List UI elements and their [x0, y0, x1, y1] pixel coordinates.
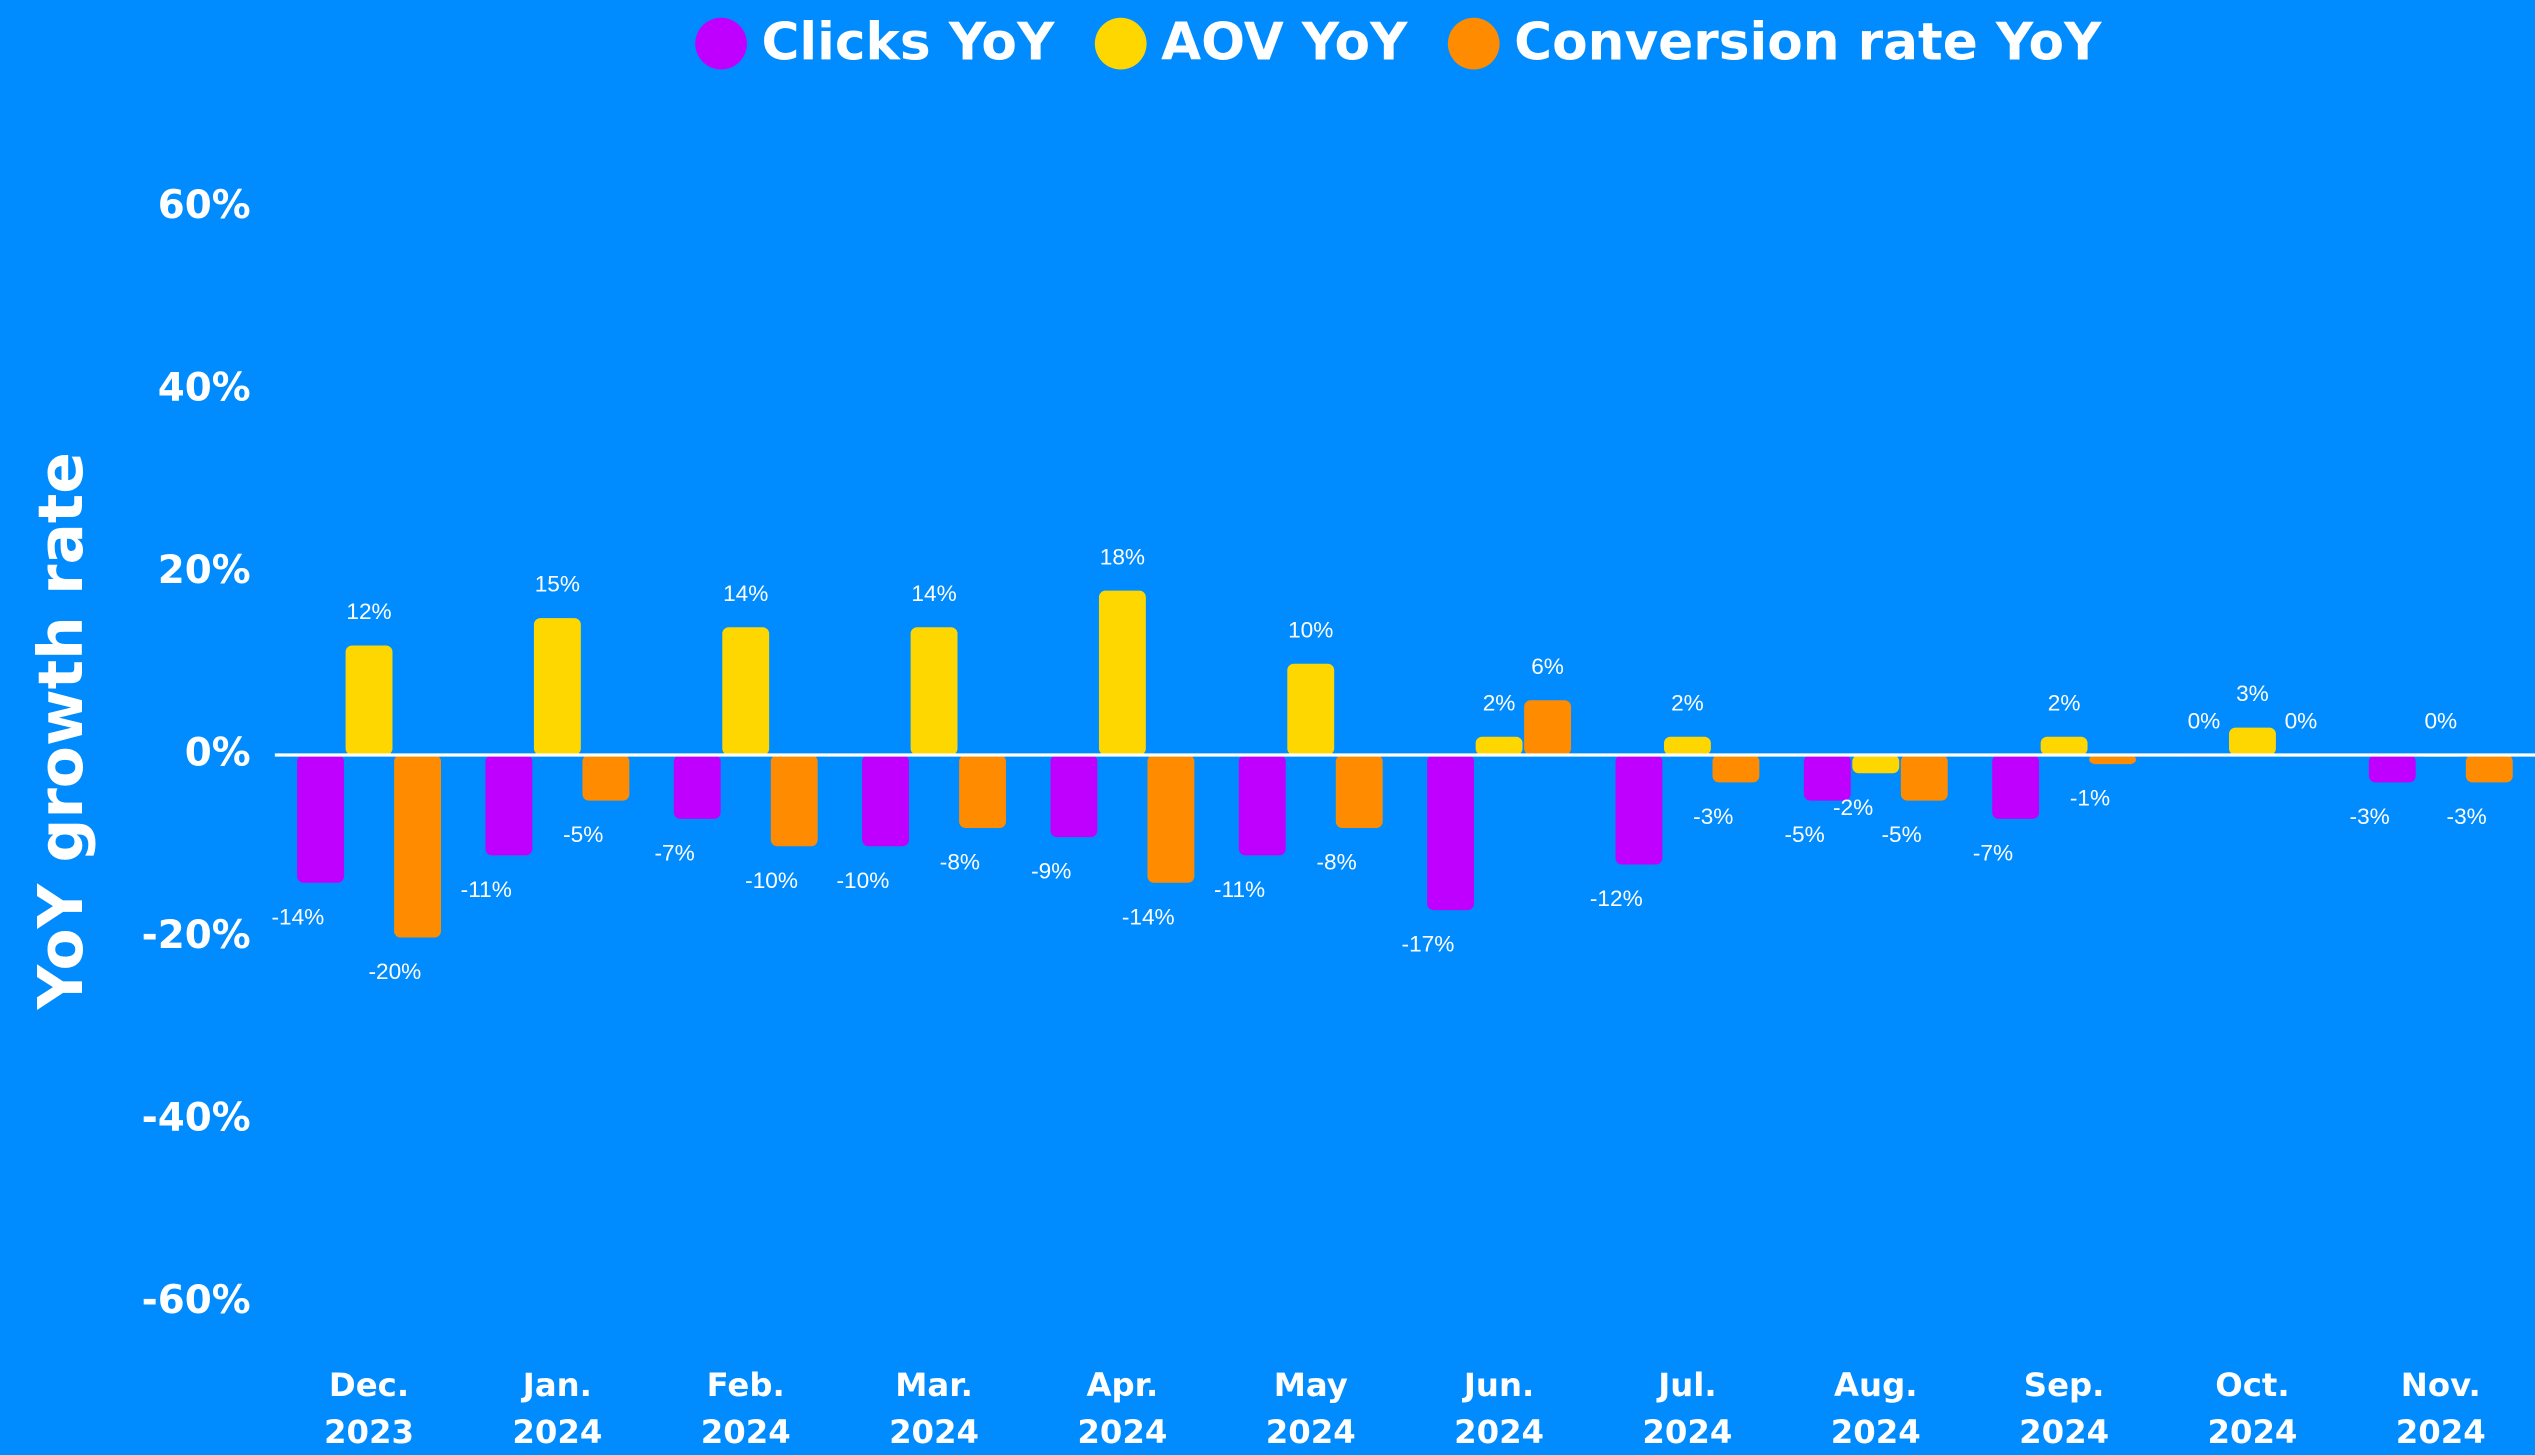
value-label: -8%: [940, 850, 980, 875]
y-tick-label: 20%: [158, 548, 251, 593]
bar: [394, 754, 441, 938]
y-tick-label: -20%: [142, 913, 251, 958]
x-tick-label: Aug. 2024: [1831, 1366, 1921, 1451]
bar: [297, 754, 344, 883]
bar: [910, 627, 958, 755]
x-tick-label: Sep. 2024: [2019, 1366, 2109, 1451]
value-label: -5%: [1785, 822, 1825, 847]
value-label: 3%: [2236, 681, 2269, 706]
value-label: -2%: [1833, 795, 1873, 820]
bar: [582, 754, 630, 801]
x-tick-label: Feb. 2024: [701, 1366, 791, 1451]
bar: [533, 618, 581, 755]
y-tick-label: 0%: [185, 730, 251, 775]
legend-label: AOV YoY: [1161, 12, 1408, 72]
bar: [1335, 754, 1383, 829]
legend-swatch: [695, 17, 747, 70]
value-label: 18%: [1100, 544, 1145, 569]
bar: [1803, 754, 1851, 801]
bar: [1098, 590, 1146, 755]
bar: [1663, 736, 1711, 755]
bar: [1427, 754, 1475, 911]
x-tick-label: May 2024: [1266, 1366, 1356, 1451]
value-label: -14%: [1122, 904, 1175, 929]
bar: [770, 754, 818, 847]
bar: [345, 645, 393, 755]
value-label: 2%: [1671, 690, 1704, 715]
bar: [1852, 754, 1900, 774]
value-label: -12%: [1590, 886, 1643, 911]
x-tick-label: Oct. 2024: [2207, 1366, 2297, 1451]
value-label: -20%: [368, 959, 421, 984]
legend-label: Clicks YoY: [761, 12, 1054, 72]
bar: [959, 754, 1007, 829]
bar: [862, 754, 910, 847]
x-tick-label: Apr. 2024: [1077, 1366, 1167, 1451]
legend-label: Conversion rate YoY: [1514, 12, 2102, 72]
bar: [722, 627, 770, 755]
value-label: -8%: [1316, 850, 1356, 875]
value-label: 0%: [2285, 709, 2318, 734]
legend-swatch: [1447, 17, 1500, 70]
bar: [1900, 754, 1948, 801]
y-axis-label: YoY growth rate: [26, 452, 97, 1010]
value-label: -7%: [654, 840, 694, 865]
bar: [1147, 754, 1195, 883]
bar: [485, 754, 533, 856]
y-tick-label: -60%: [142, 1278, 251, 1323]
bar: [1712, 754, 1760, 783]
x-tick-label: Nov. 2024: [2396, 1366, 2486, 1451]
bar: [673, 754, 721, 819]
y-tick-label: -40%: [142, 1096, 251, 1141]
value-label: -10%: [745, 868, 798, 893]
legend-swatch: [1094, 17, 1147, 70]
x-tick-label: Dec. 2023: [324, 1366, 414, 1451]
value-label: 10%: [1288, 617, 1333, 642]
bar: [1238, 754, 1286, 856]
bar: [1287, 663, 1335, 755]
value-label: 15%: [535, 572, 580, 597]
value-label: 14%: [723, 581, 768, 606]
value-label: -1%: [2070, 786, 2110, 811]
y-tick-label: 40%: [158, 365, 251, 410]
value-label: 0%: [2424, 709, 2457, 734]
value-label: -11%: [1214, 877, 1265, 902]
x-tick-label: Mar. 2024: [889, 1366, 979, 1451]
y-tick-label: 60%: [158, 183, 251, 228]
value-label: -11%: [461, 877, 512, 902]
bar: [1992, 754, 2040, 819]
value-label: -5%: [563, 822, 603, 847]
bar: [2089, 754, 2137, 765]
x-tick-label: Jul. 2024: [1642, 1366, 1732, 1451]
value-label: -17%: [1402, 932, 1455, 957]
value-label: -7%: [1973, 840, 2013, 865]
value-label: -3%: [1693, 804, 1733, 829]
value-label: 0%: [2188, 709, 2221, 734]
value-label: 2%: [1483, 690, 1516, 715]
x-tick-label: Jan. 2024: [512, 1366, 602, 1451]
value-label: -5%: [1882, 822, 1922, 847]
value-label: -10%: [837, 868, 890, 893]
value-label: 2%: [2048, 690, 2081, 715]
bar: [2368, 754, 2416, 783]
bar: [1524, 700, 1572, 755]
bar: [2229, 727, 2276, 755]
x-tick-label: Jun. 2024: [1454, 1366, 1544, 1451]
bar: [2465, 754, 2513, 783]
bar: [1615, 754, 1663, 865]
value-label: 14%: [911, 581, 956, 606]
value-label: 6%: [1531, 654, 1564, 679]
bar: [1475, 736, 1523, 755]
bar: [2040, 736, 2088, 755]
value-label: -3%: [2447, 804, 2487, 829]
bar: [1050, 754, 1098, 838]
value-label: -14%: [271, 904, 324, 929]
value-label: -3%: [2350, 804, 2390, 829]
value-label: -9%: [1031, 859, 1071, 884]
value-label: 12%: [346, 599, 391, 624]
